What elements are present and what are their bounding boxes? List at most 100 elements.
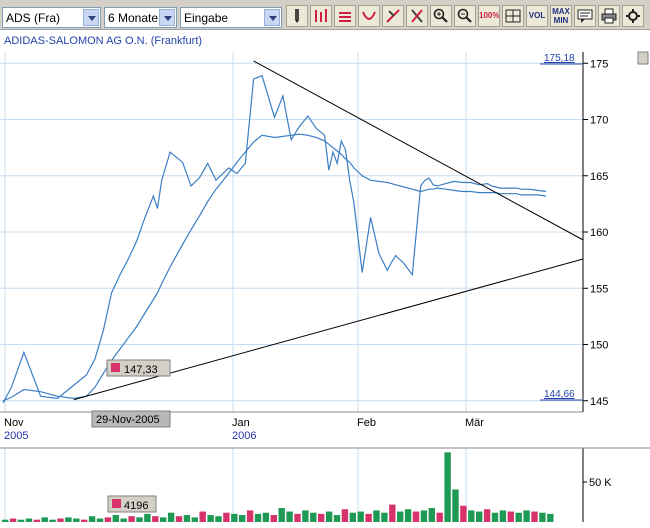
mode-select-value: Eingabe	[184, 11, 229, 25]
zoom-out-button[interactable]	[454, 5, 476, 27]
gear-icon	[626, 9, 640, 23]
symbol-select-value: ADS (Fra)	[6, 11, 60, 25]
chart-background	[0, 30, 650, 528]
cursor-price-swatch	[111, 363, 120, 372]
volume-bar	[507, 511, 514, 522]
price-tick-label: 155	[590, 283, 608, 295]
volume-bar	[183, 515, 191, 522]
volume-bar	[270, 515, 277, 522]
period-select[interactable]: 6 Monate	[104, 7, 177, 28]
price-tick-labels: 145 150 155 160 165 170 175	[583, 58, 608, 408]
volume-bar	[246, 510, 254, 522]
printer-icon	[601, 8, 617, 24]
volume-bar	[499, 510, 507, 522]
volume-bar	[491, 512, 499, 522]
volume-bar	[357, 511, 364, 522]
volume-bar	[207, 515, 214, 522]
price-tick-label: 160	[590, 227, 608, 239]
volume-bar	[112, 515, 119, 522]
max-min-toggle-button[interactable]: MAX MIN	[550, 5, 572, 27]
volume-toggle-button[interactable]: VOL	[526, 5, 548, 27]
volume-axis-label: 50 K	[589, 477, 612, 489]
cursor-date-box	[91, 410, 171, 428]
volume-bar	[389, 504, 396, 522]
volume-bar	[483, 509, 491, 522]
price-chart[interactable]: ADIDAS-SALOMON AG O.N. (Frankfurt) 145 15…	[0, 30, 650, 528]
volume-bar	[318, 513, 325, 522]
volume-bar	[404, 509, 412, 522]
volume-bar	[325, 511, 333, 522]
volume-bar	[310, 512, 317, 522]
pen-tool-button[interactable]	[286, 5, 308, 27]
toolbar: ADS (Fra) 6 Monate Eingabe 100% VOL MAX …	[0, 0, 650, 30]
print-button[interactable]	[598, 5, 620, 27]
volume-bar	[25, 518, 33, 522]
min-price-label: 144,66	[544, 389, 575, 400]
settings-button[interactable]	[622, 5, 644, 27]
chevron-down-icon[interactable]	[264, 9, 280, 26]
chevron-down-icon[interactable]	[83, 9, 99, 26]
volume-bar	[175, 516, 183, 522]
cursor-price-tooltip: 147,33	[106, 359, 171, 377]
volume-bar	[88, 516, 96, 522]
volume-bar	[2, 519, 9, 522]
volume-bars	[2, 452, 554, 522]
volume-bar	[167, 512, 175, 522]
cursor-price-value: 147,33	[124, 364, 158, 376]
mode-select[interactable]: Eingabe	[180, 7, 282, 28]
volume-bar	[373, 510, 380, 522]
volume-bar	[254, 513, 262, 522]
volume-bar	[349, 512, 356, 522]
trendline-button[interactable]	[382, 5, 404, 27]
volume-bar	[104, 517, 112, 522]
scroll-handle[interactable]	[637, 51, 649, 65]
price-tick-label: 175	[590, 58, 608, 70]
volume-bar	[128, 516, 135, 522]
delete-tool-button[interactable]	[406, 5, 428, 27]
chart-area[interactable]: ADIDAS-SALOMON AG O.N. (Frankfurt) 145 15…	[0, 30, 650, 528]
month-label: Mär	[465, 417, 484, 429]
volume-bar	[302, 510, 309, 522]
volume-bar	[428, 508, 435, 522]
zoom-in-button[interactable]	[430, 5, 452, 27]
cursor-volume-swatch	[112, 499, 121, 508]
horizontal-lines-button[interactable]	[334, 5, 356, 27]
cursor-volume-tooltip: 4196	[107, 495, 157, 513]
volume-bar	[160, 517, 167, 522]
speech-bubble-icon	[577, 9, 593, 23]
volume-bar	[152, 516, 159, 522]
volume-bar	[144, 513, 151, 522]
bar-chart-button[interactable]	[310, 5, 332, 27]
max-price-label: 175,18	[544, 53, 575, 64]
pen-icon	[295, 9, 299, 23]
volume-bar	[460, 505, 467, 522]
volume-bar	[136, 517, 143, 522]
zoom-100-button[interactable]: 100%	[478, 5, 500, 27]
volume-bar	[191, 517, 198, 522]
symbol-select[interactable]: ADS (Fra)	[2, 7, 101, 28]
cursor-volume-value: 4196	[124, 500, 148, 512]
volume-bar	[223, 512, 230, 522]
volume-bar	[286, 511, 293, 522]
horizontal-lines-icon	[339, 12, 351, 22]
info-button[interactable]	[574, 5, 596, 27]
chart-title: ADIDAS-SALOMON AG O.N. (Frankfurt)	[4, 35, 202, 47]
volume-bar	[333, 515, 341, 522]
arc-tool-button[interactable]	[358, 5, 380, 27]
grid-toggle-button[interactable]	[502, 5, 524, 27]
eraser-icon	[411, 9, 423, 23]
price-series	[2, 74, 547, 404]
zoom-in-icon	[433, 8, 448, 23]
volume-bar	[231, 513, 238, 522]
volume-bar	[41, 517, 48, 522]
chevron-down-icon[interactable]	[159, 9, 175, 26]
price-tick-label: 170	[590, 115, 608, 127]
volume-bar	[17, 519, 25, 522]
resistance-trendline[interactable]	[253, 60, 584, 241]
month-label: Nov	[4, 417, 24, 429]
volume-bar	[515, 512, 522, 522]
volume-bar	[531, 511, 538, 522]
volume-bar	[294, 513, 301, 522]
price-tick-label: 165	[590, 171, 608, 183]
